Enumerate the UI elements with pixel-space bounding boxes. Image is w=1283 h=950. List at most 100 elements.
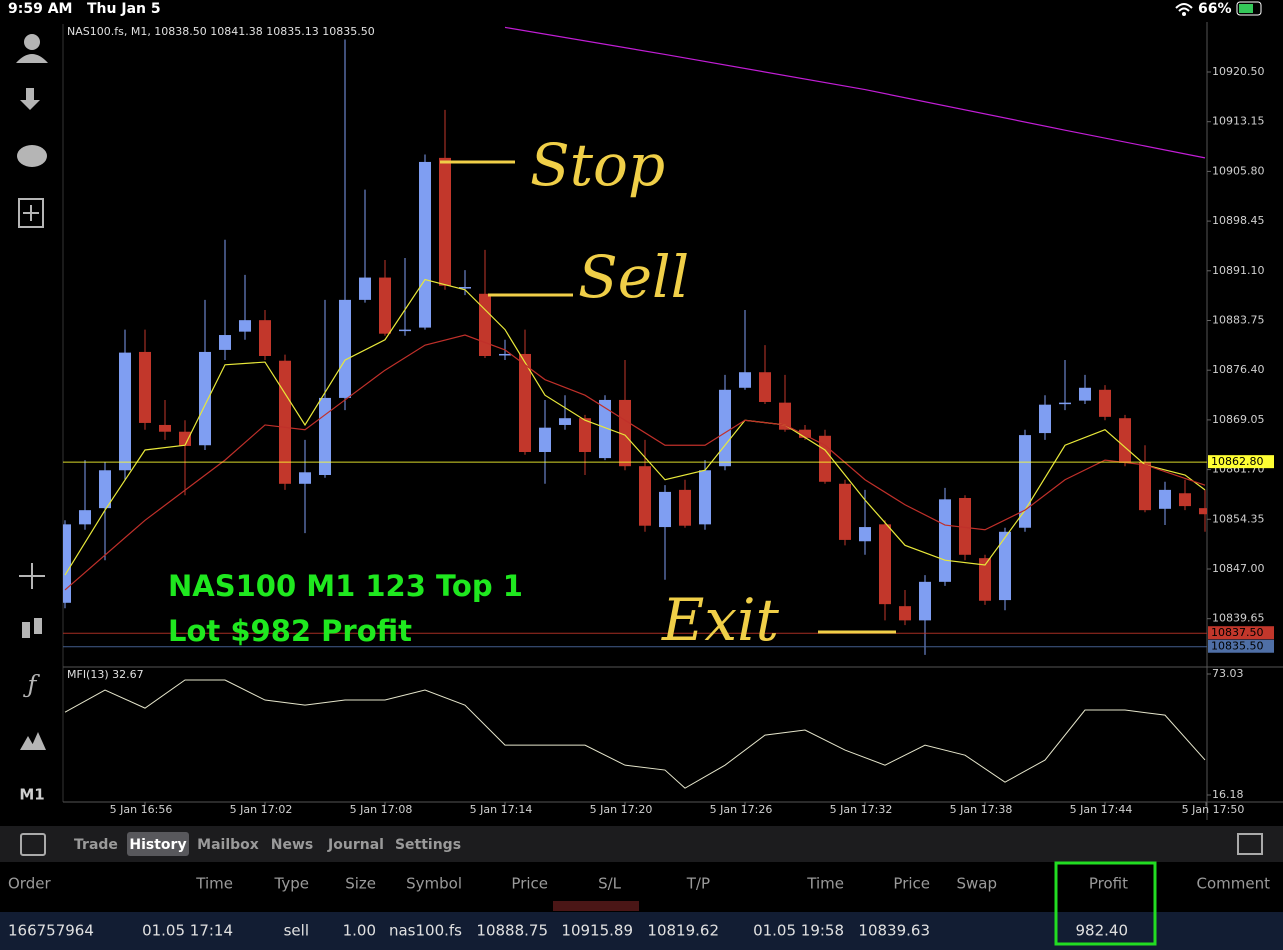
candle-body xyxy=(599,399,611,459)
tab-active[interactable]: History xyxy=(129,837,186,853)
candle-body xyxy=(539,427,551,453)
column-header[interactable]: Price xyxy=(511,875,548,893)
candle-body xyxy=(79,510,91,525)
tab[interactable]: Mailbox xyxy=(197,837,259,853)
candle-body xyxy=(1099,389,1111,417)
trade-icon[interactable] xyxy=(20,88,40,110)
y-tick-label: 10854.35 xyxy=(1212,512,1265,525)
wifi-icon xyxy=(1175,3,1193,12)
y-tick-label: 10891.10 xyxy=(1212,264,1265,277)
annotation-lines xyxy=(440,160,896,634)
column-header[interactable]: Swap xyxy=(956,875,997,893)
candle-body xyxy=(1079,387,1091,401)
candle-body xyxy=(619,399,631,467)
cell: nas100.fs xyxy=(389,922,462,940)
price-level-label: 10837.50 xyxy=(1211,626,1264,639)
candle-body xyxy=(839,483,851,540)
candle-body xyxy=(939,499,951,582)
tab[interactable]: Settings xyxy=(395,837,461,853)
candle-body xyxy=(1199,508,1207,515)
wifi-dot xyxy=(1182,12,1186,16)
cell: 01.05 17:14 xyxy=(142,922,233,940)
candle-body xyxy=(319,397,331,475)
column-header[interactable]: Symbol xyxy=(406,875,462,893)
column-header[interactable]: Profit xyxy=(1089,875,1128,893)
x-tick-label: 5 Jan 17:38 xyxy=(950,803,1013,816)
clock: 9:59 AM xyxy=(8,1,72,17)
account-icon-body xyxy=(16,54,48,63)
candle-body xyxy=(639,466,651,526)
candle-body xyxy=(459,287,471,289)
candle-body xyxy=(259,320,271,356)
candle-body xyxy=(679,489,691,526)
timeframe[interactable]: M1 xyxy=(19,786,44,804)
candle-body xyxy=(779,402,791,430)
chart-header: NAS100.fs, M1, 10838.50 10841.38 10835.1… xyxy=(67,25,375,38)
candle-body xyxy=(719,389,731,467)
tab-bar xyxy=(0,826,1283,862)
candle-body xyxy=(859,527,871,542)
candle-body xyxy=(239,320,251,332)
candle-body xyxy=(799,429,811,438)
chat-icon[interactable] xyxy=(17,145,47,167)
new-doc-plus xyxy=(23,205,39,221)
tab[interactable]: Trade xyxy=(74,837,118,853)
candle-body xyxy=(879,524,891,605)
candle-body xyxy=(1179,493,1191,507)
cell: 166757964 xyxy=(8,922,94,940)
candle-body xyxy=(559,418,571,425)
battery-level: 66% xyxy=(1198,1,1232,17)
sell-annotation: Sell xyxy=(578,243,689,311)
column-header[interactable]: Size xyxy=(345,875,376,893)
candle-body xyxy=(1039,404,1051,434)
objects-icon[interactable] xyxy=(20,732,46,750)
column-header[interactable]: Comment xyxy=(1197,875,1271,893)
candle-body xyxy=(1059,402,1071,405)
note-line: Lot $982 Profit xyxy=(168,614,412,648)
candle-body xyxy=(999,531,1011,601)
axes: 10920.50 10913.15 10905.80 10898.45 10891.10… xyxy=(63,65,1274,816)
candle-body xyxy=(179,431,191,446)
note-line: NAS100 M1 123 Top 1 xyxy=(168,569,523,603)
price-level-label: 10835.50 xyxy=(1211,640,1264,653)
indicator-tick-label: 16.18 xyxy=(1212,788,1244,801)
sidebar: ƒ M1 xyxy=(16,34,48,804)
layout-icon[interactable] xyxy=(1237,833,1263,855)
crosshair-icon[interactable] xyxy=(19,563,45,589)
x-tick-label: 5 Jan 17:02 xyxy=(230,803,293,816)
tab[interactable]: Journal xyxy=(327,837,384,853)
ma-line xyxy=(64,278,1206,576)
column-header[interactable]: Order xyxy=(8,875,51,893)
battery-icon xyxy=(1236,1,1262,16)
cell: 982.40 xyxy=(1076,922,1129,940)
calendar-icon[interactable] xyxy=(20,833,46,856)
x-tick-label: 5 Jan 17:50 xyxy=(1182,803,1245,816)
profit-highlight xyxy=(1054,861,1157,946)
account-icon[interactable] xyxy=(24,34,40,50)
y-tick-label: 10913.15 xyxy=(1212,115,1265,128)
x-tick-label: 5 Jan 17:20 xyxy=(590,803,653,816)
indicator-icon[interactable]: ƒ xyxy=(23,671,41,699)
mfi-line xyxy=(64,679,1206,789)
candle-icon[interactable] xyxy=(22,622,30,638)
y-tick-label: 10898.45 xyxy=(1212,214,1265,227)
tab[interactable]: News xyxy=(271,837,313,853)
indicator-pane xyxy=(64,679,1206,789)
table-row: 166757964 01.05 17:14 sell 1.00 nas100.f… xyxy=(8,922,1128,940)
column-header[interactable]: Type xyxy=(274,875,309,893)
column-header[interactable]: Time xyxy=(195,875,233,893)
candle-body xyxy=(1139,462,1151,511)
column-header[interactable]: Price xyxy=(893,875,930,893)
new-doc-icon[interactable] xyxy=(18,198,44,228)
candle-body xyxy=(299,472,311,484)
candle-body xyxy=(379,277,391,334)
column-header[interactable]: Time xyxy=(806,875,844,893)
x-tick-label: 5 Jan 16:56 xyxy=(110,803,173,816)
column-header[interactable]: T/P xyxy=(686,875,710,893)
candle-body xyxy=(479,293,491,356)
candle-body xyxy=(419,161,431,328)
candle-body xyxy=(119,352,131,471)
column-header[interactable]: S/L xyxy=(598,875,622,893)
